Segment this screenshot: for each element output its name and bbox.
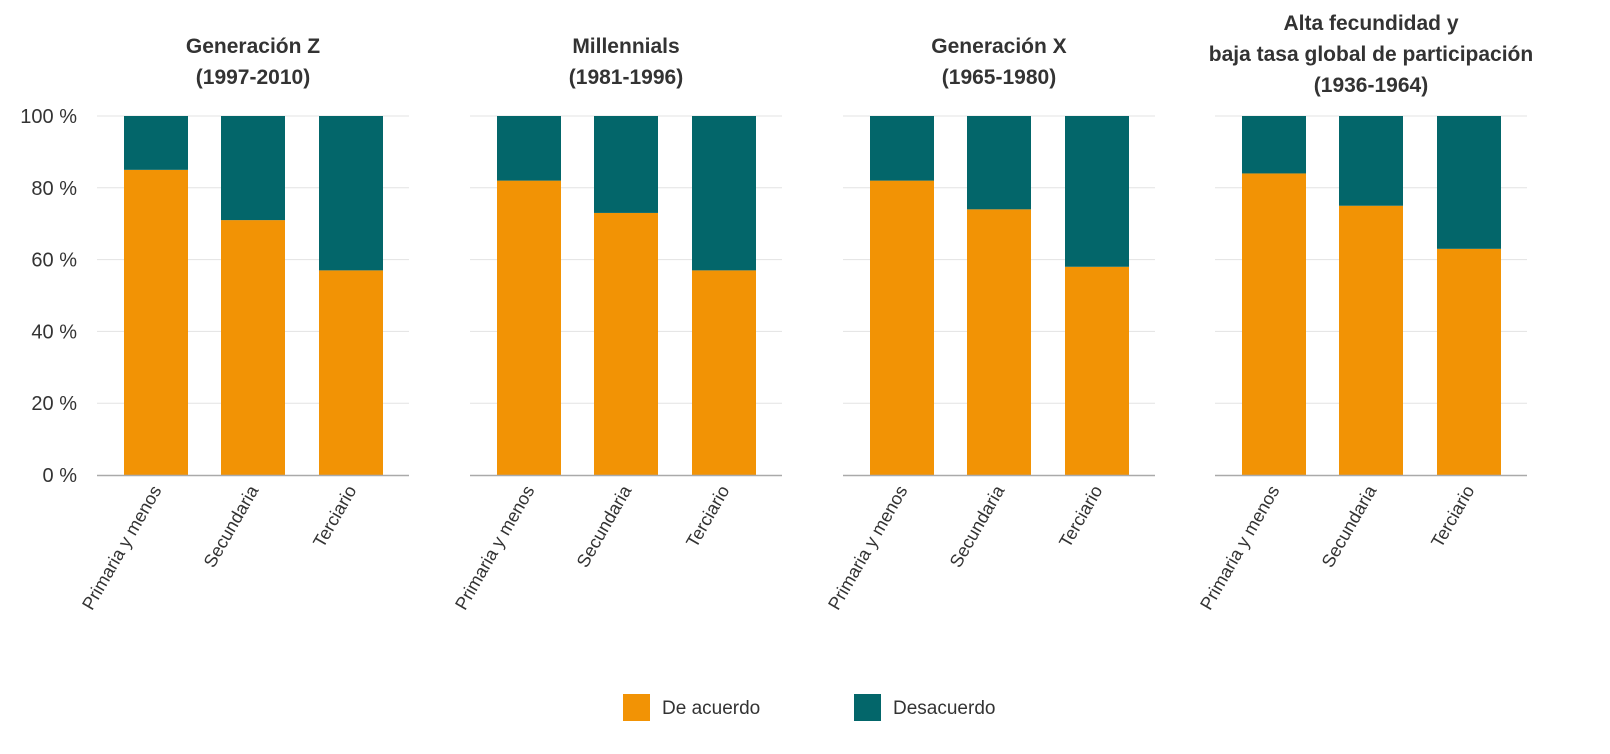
- panel-title: (1965-1980): [942, 66, 1056, 89]
- x-tick-label: Secundaria: [1318, 481, 1381, 571]
- legend-swatch-de-acuerdo: [623, 694, 650, 721]
- bar-desacuerdo: [124, 116, 188, 170]
- bar-desacuerdo: [221, 116, 285, 221]
- bar-de-acuerdo: [319, 270, 383, 475]
- bar-desacuerdo: [497, 116, 561, 181]
- x-tick-label: Terciario: [309, 482, 360, 551]
- legend-label: Desacuerdo: [893, 698, 995, 719]
- y-tick-label: 60 %: [31, 250, 77, 272]
- bar-desacuerdo: [1437, 116, 1501, 249]
- y-tick-label: 80 %: [31, 178, 77, 200]
- x-tick-label: Secundaria: [573, 481, 636, 571]
- bar-desacuerdo: [870, 116, 934, 181]
- bar-de-acuerdo: [497, 180, 561, 475]
- panel-title: (1997-2010): [196, 66, 310, 89]
- x-tick-label: Terciario: [682, 482, 733, 551]
- bar-de-acuerdo: [1242, 173, 1306, 475]
- bar-de-acuerdo: [221, 220, 285, 475]
- x-tick-label: Primaria y menos: [78, 482, 165, 613]
- x-tick-label: Terciario: [1055, 482, 1106, 551]
- bar-de-acuerdo: [1065, 266, 1129, 475]
- x-tick-label: Primaria y menos: [451, 482, 538, 613]
- x-tick-label: Primaria y menos: [1196, 482, 1283, 613]
- bar-desacuerdo: [1065, 116, 1129, 267]
- bar-de-acuerdo: [594, 212, 658, 475]
- x-tick-label: Secundaria: [200, 481, 263, 571]
- x-tick-label: Secundaria: [946, 481, 1009, 571]
- bar-desacuerdo: [1339, 116, 1403, 206]
- bar-desacuerdo: [967, 116, 1031, 210]
- panel-title: Generación Z: [186, 35, 320, 58]
- bar-de-acuerdo: [1437, 248, 1501, 475]
- bar-desacuerdo: [319, 116, 383, 271]
- x-tick-label: Terciario: [1427, 482, 1478, 551]
- bar-de-acuerdo: [1339, 205, 1403, 475]
- bar-de-acuerdo: [967, 209, 1031, 475]
- legend-swatch-desacuerdo: [854, 694, 881, 721]
- y-tick-label: 20 %: [31, 393, 77, 415]
- y-tick-label: 0 %: [43, 465, 78, 487]
- panel-title: Alta fecundidad y: [1283, 12, 1458, 35]
- bar-de-acuerdo: [692, 270, 756, 475]
- panel-title: (1981-1996): [569, 66, 683, 89]
- x-tick-label: Primaria y menos: [824, 482, 911, 613]
- y-tick-label: 40 %: [31, 321, 77, 343]
- bar-desacuerdo: [692, 116, 756, 271]
- bar-de-acuerdo: [124, 169, 188, 475]
- y-tick-label: 100 %: [20, 106, 77, 128]
- panel-title: Generación X: [931, 35, 1066, 58]
- legend-label: De acuerdo: [662, 698, 760, 719]
- panel-title: (1936-1964): [1314, 74, 1428, 97]
- panel-title: baja tasa global de participación: [1209, 43, 1533, 66]
- bar-desacuerdo: [594, 116, 658, 213]
- bar-de-acuerdo: [870, 180, 934, 475]
- panel-title: Millennials: [572, 35, 679, 58]
- bar-desacuerdo: [1242, 116, 1306, 174]
